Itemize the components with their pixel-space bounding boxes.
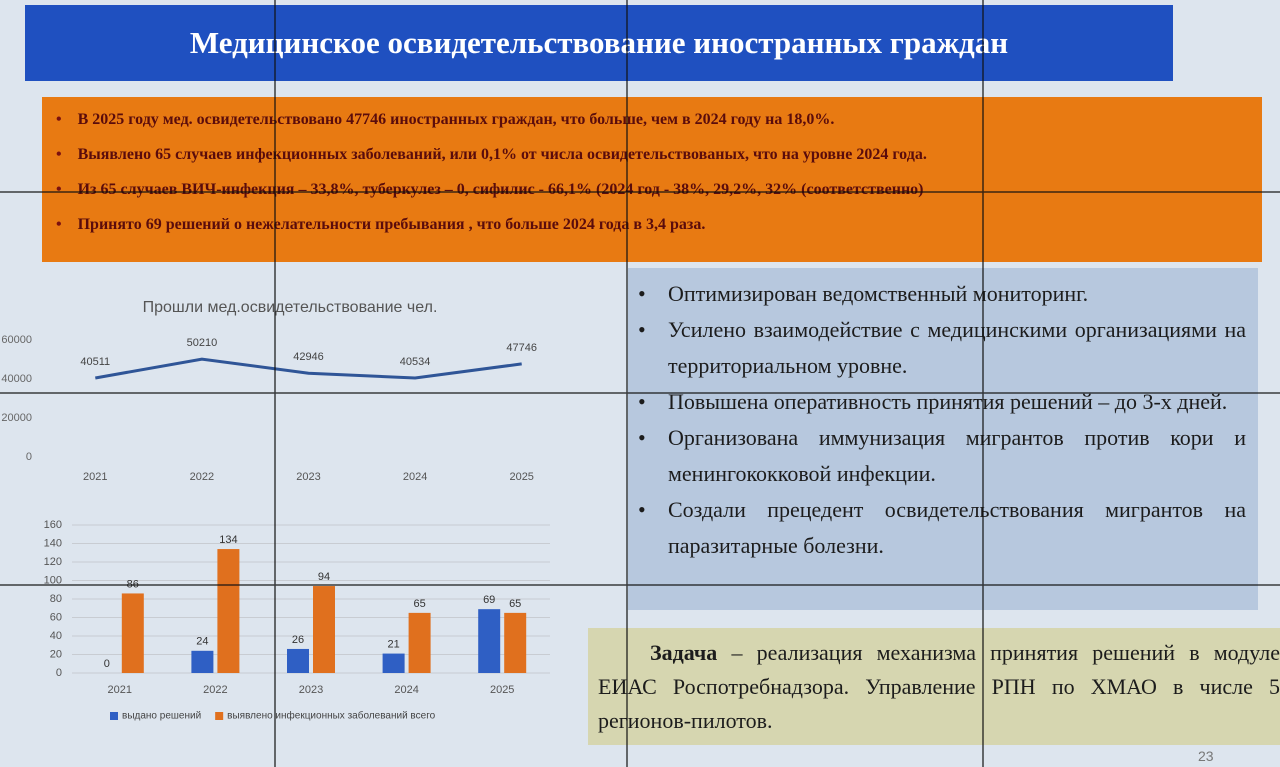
y-tick-label: 80 <box>50 593 62 605</box>
bar <box>313 586 335 673</box>
measure-item: Повышена оперативность принятия решений … <box>638 384 1246 420</box>
data-label: 0 <box>104 658 110 670</box>
data-label: 40511 <box>80 356 110 368</box>
x-tick-label: 2025 <box>490 684 514 696</box>
y-tick-label: 120 <box>44 556 62 568</box>
x-tick-label: 2023 <box>299 684 323 696</box>
bar <box>217 549 240 673</box>
data-label: 134 <box>219 534 237 546</box>
data-label: 50210 <box>187 337 218 349</box>
y-tick-label: 20 <box>50 648 62 660</box>
legend-swatch <box>215 712 224 720</box>
bar <box>504 612 527 673</box>
measure-item: Оптимизирован ведомственный мониторинг. <box>638 276 1246 312</box>
measure-item: Создали прецедент освидетельствования ми… <box>638 492 1246 564</box>
task-box: Задача – реализация механизма принятия р… <box>588 628 1280 745</box>
y-tick-label: 40 <box>50 630 62 642</box>
y-tick-label: 60 <box>50 611 62 623</box>
chart-title: Прошли мед.освидетельствование чел. <box>143 299 438 316</box>
y-tick-label: 20000 <box>1 412 32 424</box>
data-label: 26 <box>292 634 304 646</box>
bar <box>287 648 309 673</box>
x-tick-label: 2021 <box>108 684 132 696</box>
data-label: 69 <box>483 594 495 606</box>
data-label: 24 <box>196 636 208 648</box>
x-tick-label: 2024 <box>394 684 418 696</box>
y-tick-label: 0 <box>26 451 32 463</box>
y-tick-label: 60000 <box>1 334 32 346</box>
slide-title: Медицинское освидетельствование иностран… <box>25 5 1173 81</box>
y-tick-label: 40000 <box>1 373 32 385</box>
x-tick-label: 2024 <box>403 471 427 483</box>
data-label: 42946 <box>293 351 324 363</box>
y-tick-label: 100 <box>44 574 62 586</box>
x-tick-label: 2022 <box>190 471 214 483</box>
bar <box>478 609 501 673</box>
bar <box>408 612 431 673</box>
data-label: 94 <box>318 571 330 583</box>
y-tick-label: 140 <box>44 537 62 549</box>
bar <box>191 650 214 673</box>
measures-box: Оптимизирован ведомственный мониторинг. … <box>628 268 1258 610</box>
summary-item: Из 65 случаев ВИЧ-инфекция – 33,8%, тубе… <box>56 175 1262 210</box>
task-label: Задача <box>650 640 718 665</box>
legend-label: выявлено инфекционных заболеваний всего <box>227 710 435 722</box>
x-tick-label: 2021 <box>83 471 107 483</box>
summary-item: Выявлено 65 случаев инфекционных заболев… <box>56 140 1262 175</box>
data-label: 86 <box>127 578 139 590</box>
summary-item: Принято 69 решений о нежелательности пре… <box>56 210 1262 245</box>
legend-swatch <box>110 712 118 720</box>
x-tick-label: 2022 <box>203 684 227 696</box>
y-tick-label: 0 <box>56 667 62 679</box>
summary-item: В 2025 году мед. освидетельствовано 4774… <box>56 105 1262 140</box>
x-tick-label: 2025 <box>509 471 533 483</box>
bar <box>121 593 144 673</box>
page-number: 23 <box>1198 748 1214 764</box>
data-label: 40534 <box>400 356 431 368</box>
legend-label: выдано решений <box>122 711 201 722</box>
charts: Прошли мед.освидетельствование чел.02000… <box>1 299 550 722</box>
data-label: 65 <box>509 598 521 610</box>
x-tick-label: 2023 <box>296 471 320 483</box>
measure-item: Организована иммунизация мигрантов проти… <box>638 420 1246 492</box>
line <box>95 357 522 380</box>
data-label: 47746 <box>506 342 537 354</box>
data-label: 21 <box>387 638 399 650</box>
measure-item: Усилено взаимодействие с медицинскими ор… <box>638 312 1246 384</box>
summary-box: В 2025 году мед. освидетельствовано 4774… <box>42 97 1262 262</box>
y-tick-label: 160 <box>44 519 62 531</box>
data-label: 65 <box>413 598 425 610</box>
bar <box>382 653 405 673</box>
